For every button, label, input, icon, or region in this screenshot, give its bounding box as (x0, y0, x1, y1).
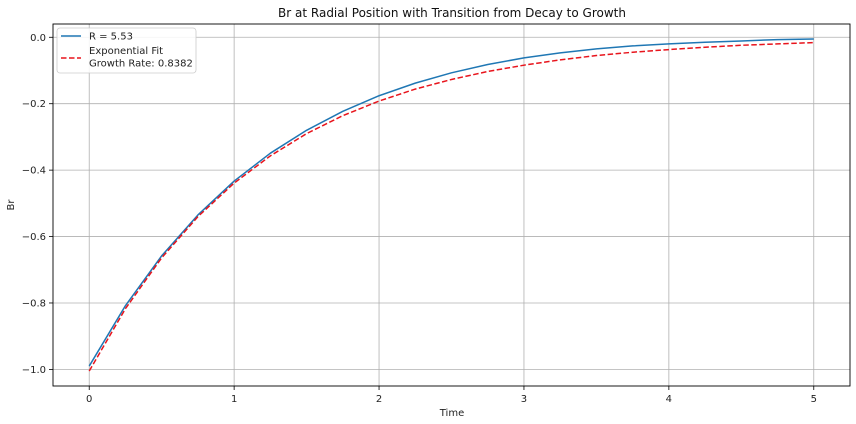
plot-frame (52, 23, 851, 387)
legend-label-line: Growth Rate: 0.8382 (89, 59, 193, 70)
y-tick-label: −1.0 (22, 365, 46, 376)
x-tick-label: 2 (376, 394, 382, 405)
x-axis-label: Time (439, 408, 464, 419)
y-tick-label: −0.6 (22, 232, 46, 243)
legend-label-r553: R = 5.53 (89, 32, 133, 43)
series-line-exponential-fit (88, 41, 814, 372)
y-tick-label: −0.8 (22, 298, 46, 309)
legend-box (56, 27, 197, 74)
chart-title: Br at Radial Position with Transition fr… (278, 6, 626, 20)
x-tick-label: 0 (86, 394, 92, 405)
x-tick-label: 1 (231, 394, 237, 405)
axis-ticks: 0 1 2 3 4 5 0.0 −0.2 −0.4 −0.6 −0.8 −1.0 (22, 33, 817, 405)
legend-label-exponential-fit: Exponential Fit Growth Rate: 0.8382 (89, 46, 193, 70)
series-line-r553 (88, 38, 814, 367)
y-tick-label: 0.0 (30, 33, 46, 44)
y-tick-label: −0.4 (22, 166, 46, 177)
x-tick-label: 3 (521, 394, 527, 405)
y-axis-label: Br (6, 199, 17, 211)
legend-label-line: Exponential Fit (89, 46, 163, 57)
x-tick-label: 4 (666, 394, 672, 405)
series-layer (88, 38, 814, 372)
x-tick-label: 5 (811, 394, 817, 405)
grid (53, 24, 850, 386)
legend: R = 5.53 Exponential Fit Growth Rate: 0.83… (56, 27, 197, 74)
y-tick-label: −0.2 (22, 99, 46, 110)
